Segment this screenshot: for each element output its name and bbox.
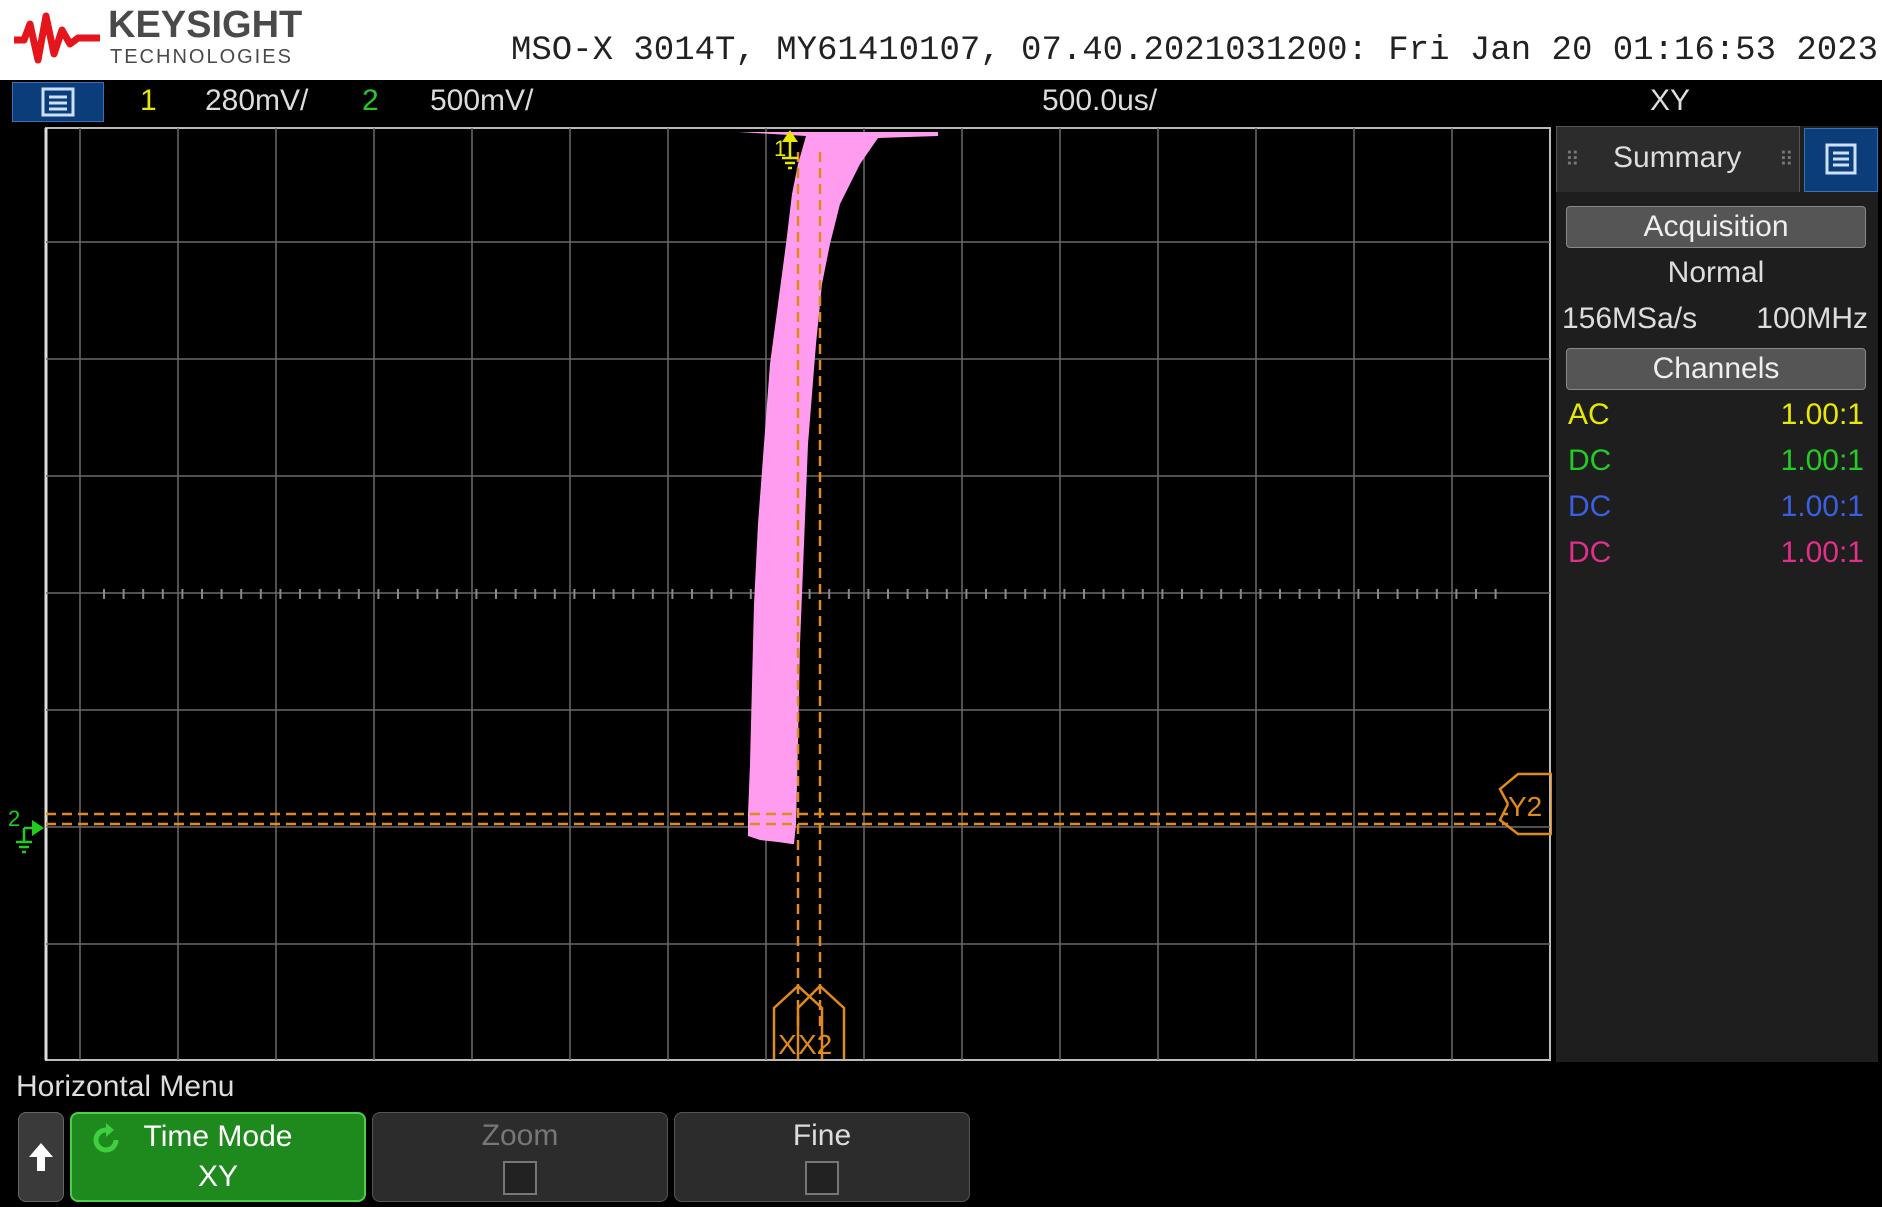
ch2-number[interactable]: 2 [362,84,379,117]
ch1-ground-marker[interactable]: 1 [774,130,798,170]
ch1-number[interactable]: 1 [140,84,157,117]
menu-icon [41,87,75,117]
arrow-up-icon [29,1143,53,1171]
panel-menu-button[interactable] [1804,128,1878,192]
time-mode-softkey[interactable]: Time Mode XY [70,1112,366,1202]
channel-ratio: 1.00:1 [1780,536,1864,569]
ch2-marker-label: 2 [8,806,20,831]
keysight-logo-icon [14,12,100,64]
device-info: MSO-X 3014T, MY61410107, 07.40.202103120… [510,32,1878,70]
waveform-display[interactable]: X X2 Y2 1 2 [8,124,1554,1062]
summary-panel: ⠿ Summary ⠿ Acquisition Normal 156MSa/s … [1556,126,1878,1062]
channel-row-1: AC 1.00:1 [1568,398,1864,438]
zoom-softkey[interactable]: Zoom [372,1112,668,1202]
brand-name: KEYSIGHT [108,4,303,46]
timebase[interactable]: 500.0us/ [1042,84,1158,117]
ch1-marker-label: 1 [774,136,786,161]
cursor-y2-label[interactable]: Y2 [1508,791,1542,822]
channel-ratio: 1.00:1 [1780,490,1864,523]
sample-rate: 156MSa/s [1562,302,1698,335]
brand-subtitle: TECHNOLOGIES [110,46,293,68]
status-bar: 1 280mV/ 2 500mV/ 500.0us/ XY [0,80,1882,124]
header-bar: KEYSIGHT TECHNOLOGIES MSO-X 3014T, MY614… [0,0,1882,80]
acquisition-header[interactable]: Acquisition [1566,206,1866,248]
softkey-bar: Horizontal Menu Time Mode XY Zoom Fine [0,1062,1882,1207]
bandwidth: 100MHz [1756,302,1868,335]
ch2-ground-marker[interactable]: 2 [8,806,44,854]
channels-header[interactable]: Channels [1566,348,1866,390]
zoom-checkbox[interactable] [503,1161,537,1195]
cursor-x2-label[interactable]: X2 [798,1029,832,1060]
fine-checkbox[interactable] [805,1161,839,1195]
channel-coupling: AC [1568,398,1610,431]
menu-icon [1825,143,1857,175]
fine-softkey[interactable]: Fine [674,1112,970,1202]
channel-row-2: DC 1.00:1 [1568,444,1864,484]
xy-trace [738,132,938,844]
cursor-x1-label[interactable]: X [778,1029,797,1060]
ch1-scale[interactable]: 280mV/ [205,84,309,117]
grip-left-icon: ⠿ [1565,149,1580,171]
channel-coupling: DC [1568,536,1612,569]
ch2-scale[interactable]: 500mV/ [430,84,534,117]
channel-coupling: DC [1568,490,1612,523]
time-mode-value: XY [197,1160,239,1193]
channel-row-4: DC 1.00:1 [1568,536,1864,576]
channel-ratio: 1.00:1 [1780,398,1864,431]
zoom-label: Zoom [481,1119,559,1152]
main-menu-button[interactable] [12,82,104,122]
channel-ratio: 1.00:1 [1780,444,1864,477]
fine-label: Fine [792,1119,852,1152]
grip-right-icon: ⠿ [1779,149,1794,171]
time-mode-label: Time Mode [143,1120,293,1153]
tab-summary-label: Summary [1613,141,1742,174]
display-mode[interactable]: XY [1650,84,1691,117]
tab-summary[interactable]: ⠿ Summary ⠿ [1556,126,1800,192]
channel-coupling: DC [1568,444,1612,477]
acquisition-mode: Normal [1667,256,1765,289]
acquisition-rates: 156MSa/s 100MHz [1562,302,1868,342]
graticule: X X2 Y2 1 2 [8,127,1554,1061]
channel-row-3: DC 1.00:1 [1568,490,1864,530]
back-button[interactable] [18,1112,64,1202]
rotate-knob-icon [93,1123,119,1153]
menu-title: Horizontal Menu [16,1070,235,1103]
